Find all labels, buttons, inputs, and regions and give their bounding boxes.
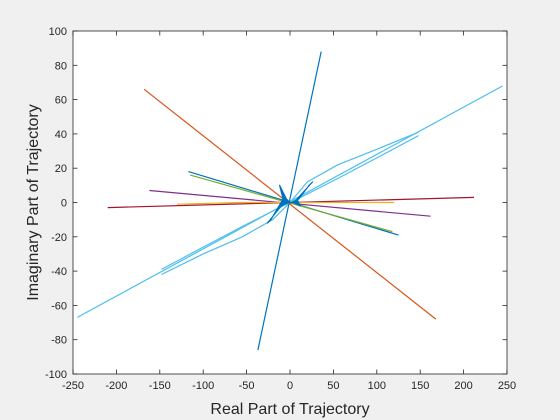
x-tick-label: -100 <box>192 380 214 392</box>
x-tick-label: 200 <box>454 380 472 392</box>
x-tick-label: -150 <box>149 380 171 392</box>
y-tick-label: 60 <box>55 95 67 107</box>
y-tick-label: 0 <box>61 198 67 210</box>
x-tick-label: 0 <box>287 380 293 392</box>
x-tick-label: 100 <box>368 380 386 392</box>
y-axis-label: Imaginary Part of Trajectory <box>25 104 42 301</box>
x-tick-label: -250 <box>62 380 84 392</box>
y-tick-label: -80 <box>51 335 67 347</box>
y-tick-label: 20 <box>55 163 67 175</box>
series-line-4 <box>143 88 437 320</box>
series-line-10 <box>190 174 393 233</box>
y-tick-label: 80 <box>55 60 67 72</box>
x-tick-label: 50 <box>327 380 339 392</box>
x-tick-label: -50 <box>239 380 255 392</box>
series-line-11 <box>266 181 314 224</box>
y-tick-label: -60 <box>51 300 67 312</box>
series-layer <box>77 51 503 351</box>
y-tick-label: -40 <box>51 266 67 278</box>
y-tick-label: 100 <box>49 26 67 38</box>
series-line-5 <box>257 51 322 351</box>
x-axis-label: Real Part of Trajectory <box>210 401 369 418</box>
x-tick-label: -200 <box>105 380 127 392</box>
y-tick-label: -100 <box>45 369 67 381</box>
y-tick-label: -20 <box>51 232 67 244</box>
x-tick-label: 250 <box>498 380 516 392</box>
x-tick-label: 150 <box>411 380 429 392</box>
ticks-layer: -250 -200 -150 -100 -50 0 50 100 150 200 250-100-8… <box>45 26 516 392</box>
y-tick-label: 40 <box>55 129 67 141</box>
